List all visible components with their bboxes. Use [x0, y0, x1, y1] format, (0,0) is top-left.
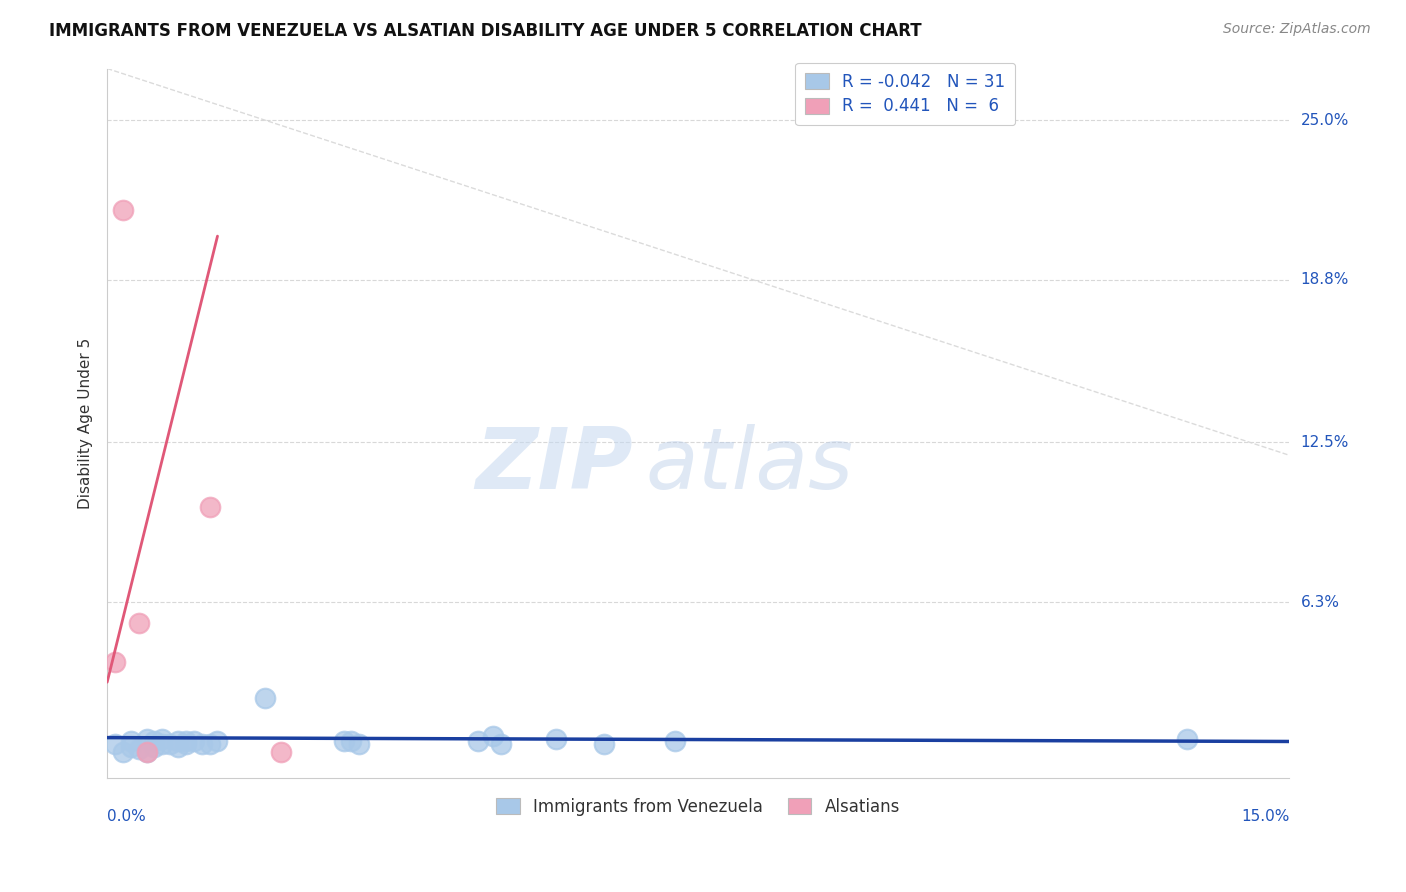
- Point: [207, 734, 229, 748]
- Point: [546, 731, 568, 746]
- Point: [128, 615, 150, 630]
- Point: [349, 737, 371, 751]
- Point: [135, 745, 157, 759]
- Y-axis label: Disability Age Under 5: Disability Age Under 5: [79, 337, 93, 508]
- Text: 0.0%: 0.0%: [107, 809, 146, 824]
- Text: IMMIGRANTS FROM VENEZUELA VS ALSATIAN DISABILITY AGE UNDER 5 CORRELATION CHART: IMMIGRANTS FROM VENEZUELA VS ALSATIAN DI…: [49, 22, 922, 40]
- Point: [135, 731, 157, 746]
- Text: 25.0%: 25.0%: [1301, 112, 1348, 128]
- Point: [150, 737, 173, 751]
- Text: Source: ZipAtlas.com: Source: ZipAtlas.com: [1223, 22, 1371, 37]
- Point: [183, 734, 205, 748]
- Point: [120, 734, 142, 748]
- Text: ZIP: ZIP: [475, 424, 633, 507]
- Text: atlas: atlas: [645, 424, 853, 507]
- Point: [174, 737, 197, 751]
- Point: [120, 739, 142, 754]
- Point: [128, 742, 150, 756]
- Point: [159, 737, 181, 751]
- Point: [143, 734, 166, 748]
- Point: [664, 734, 686, 748]
- Point: [489, 737, 512, 751]
- Point: [167, 734, 190, 748]
- Point: [482, 729, 505, 743]
- Legend: Immigrants from Venezuela, Alsatians: Immigrants from Venezuela, Alsatians: [489, 791, 907, 822]
- Point: [135, 745, 157, 759]
- Point: [592, 737, 614, 751]
- Point: [150, 731, 173, 746]
- Point: [167, 739, 190, 754]
- Point: [340, 734, 363, 748]
- Text: 15.0%: 15.0%: [1241, 809, 1289, 824]
- Point: [253, 690, 276, 705]
- Point: [198, 737, 221, 751]
- Text: 12.5%: 12.5%: [1301, 435, 1348, 450]
- Point: [104, 737, 127, 751]
- Point: [198, 500, 221, 514]
- Point: [143, 739, 166, 754]
- Text: 18.8%: 18.8%: [1301, 272, 1348, 287]
- Point: [190, 737, 212, 751]
- Point: [111, 745, 134, 759]
- Point: [1175, 731, 1198, 746]
- Point: [467, 734, 489, 748]
- Point: [270, 745, 292, 759]
- Point: [104, 655, 127, 669]
- Point: [332, 734, 354, 748]
- Point: [111, 203, 134, 218]
- Point: [174, 734, 197, 748]
- Text: 6.3%: 6.3%: [1301, 595, 1340, 610]
